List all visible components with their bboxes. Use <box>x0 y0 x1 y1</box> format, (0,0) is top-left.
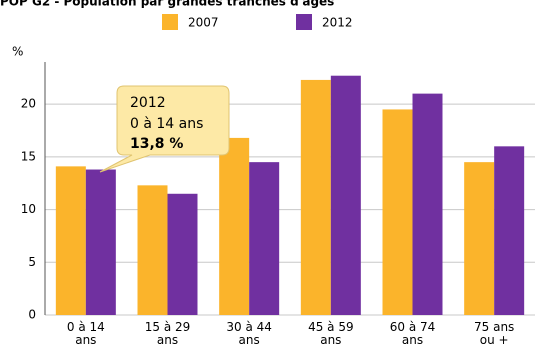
x-tick-label: 60 à 74 ans <box>390 320 436 347</box>
chart-title: POP G2 - Population par grandes tranches… <box>0 0 334 9</box>
bar <box>494 146 525 315</box>
y-tick-label: 5 <box>28 255 36 269</box>
x-tick-label: 0 à 14 ans <box>67 320 105 347</box>
legend-swatch <box>296 14 312 30</box>
tooltip-value: 13,8 % <box>130 136 183 152</box>
legend-label: 2007 <box>188 16 219 30</box>
y-axis-label: % <box>12 45 23 59</box>
legend-swatch <box>162 14 178 30</box>
x-tick-label: 45 à 59 ans <box>308 320 354 347</box>
y-tick-label: 0 <box>28 308 36 322</box>
bar <box>330 75 361 316</box>
tooltip-category: 0 à 14 ans <box>130 116 203 132</box>
bar <box>412 93 443 315</box>
bar <box>219 137 250 315</box>
bar <box>300 79 331 315</box>
legend-label: 2012 <box>322 16 353 30</box>
bar <box>382 109 413 315</box>
tooltip-box <box>99 85 230 173</box>
tooltip-series: 2012 <box>130 95 166 111</box>
bar <box>137 185 168 315</box>
y-tick-label: 10 <box>21 202 36 216</box>
y-tick-label: 20 <box>21 97 36 111</box>
x-tick-label: 75 ans ou + <box>474 320 514 347</box>
bar <box>249 162 280 315</box>
bar <box>85 169 116 315</box>
bar <box>464 162 495 315</box>
bar <box>167 193 198 315</box>
bar <box>55 166 86 315</box>
y-tick-label: 15 <box>21 149 36 163</box>
tooltip: 2012 0 à 14 ans 13,8 % <box>99 85 230 173</box>
x-tick-label: 15 à 29 ans <box>145 320 191 347</box>
x-tick-label: 30 à 44 ans <box>226 320 272 347</box>
